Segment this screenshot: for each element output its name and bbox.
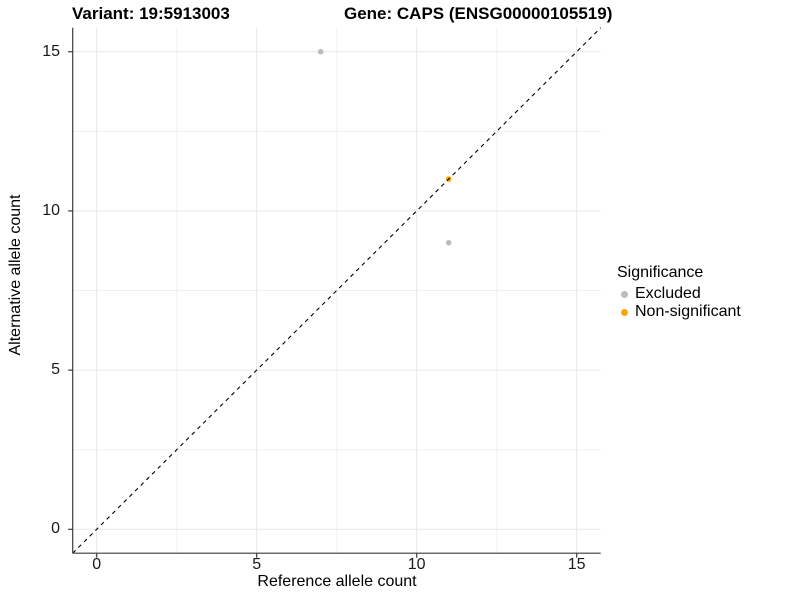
legend: Significance Excluded Non-significant: [617, 264, 741, 321]
non-significant-dot-icon: [621, 308, 628, 316]
legend-item-excluded: Excluded: [617, 285, 741, 303]
legend-label-excluded: Excluded: [635, 285, 701, 302]
x-tick-label: 15: [567, 556, 586, 573]
y-axis-title: Alternative allele count: [7, 194, 24, 356]
data-point-excluded: [317, 48, 324, 55]
plot-title-variant: Variant: 19:5913003: [72, 4, 230, 23]
legend-item-non-significant: Non-significant: [617, 303, 741, 321]
excluded-dot-icon: [621, 290, 628, 298]
legend-label-non-significant: Non-significant: [635, 303, 741, 320]
x-axis-title: Reference allele count: [257, 573, 417, 590]
legend-title: Significance: [617, 264, 704, 281]
data-point-excluded: [445, 239, 452, 246]
x-tick-label: 10: [407, 556, 426, 573]
plot-title-gene: Gene: CAPS (ENSG00000105519): [344, 4, 613, 23]
y-tick-label: 15: [42, 42, 60, 60]
x-tick-label: 0: [92, 556, 102, 573]
y-tick-label: 0: [51, 520, 60, 538]
x-tick-label: 5: [252, 556, 262, 573]
y-tick-label: 5: [51, 361, 60, 379]
y-tick-label: 10: [42, 201, 60, 219]
